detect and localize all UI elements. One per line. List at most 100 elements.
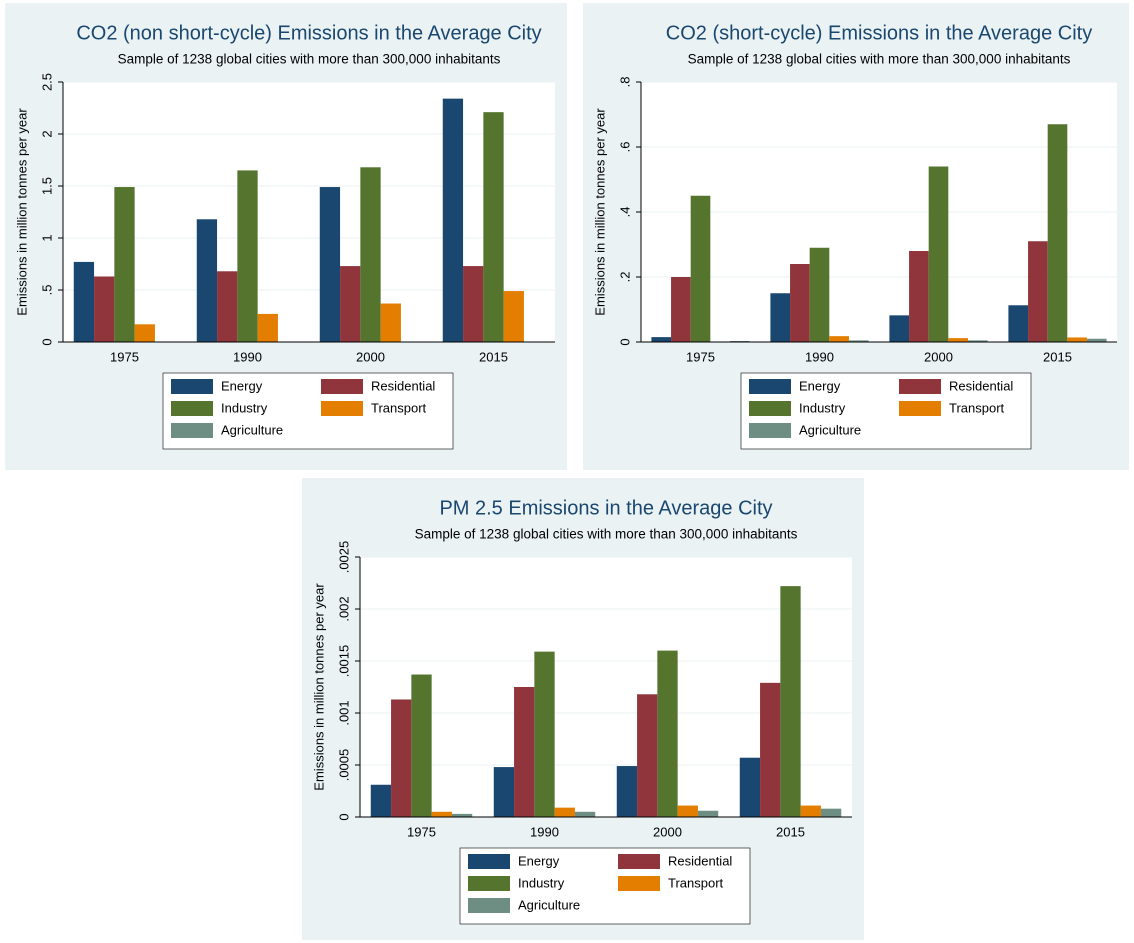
- bar: [760, 682, 781, 817]
- bar: [237, 170, 258, 342]
- y-axis-title: Emissions in million tonnes per year: [14, 108, 29, 316]
- bar: [770, 293, 791, 342]
- x-tick-label: 1990: [530, 824, 559, 839]
- chart-panel: PM 2.5 Emissions in the Average City Samp…: [302, 478, 864, 940]
- bar: [889, 315, 910, 342]
- bar: [463, 266, 484, 342]
- bar: [340, 266, 361, 342]
- chart-title: CO2 (short-cycle) Emissions in the Avera…: [666, 22, 1092, 44]
- legend-swatch: [899, 379, 941, 394]
- x-tick-label: 1975: [110, 349, 139, 364]
- bar: [554, 807, 575, 817]
- chart-title: PM 2.5 Emissions in the Average City: [439, 497, 772, 519]
- legend-swatch: [321, 401, 363, 416]
- bar: [73, 261, 95, 342]
- bar: [94, 276, 115, 342]
- bar: [493, 767, 515, 817]
- y-tick-label: .2: [617, 272, 632, 283]
- bar: [114, 187, 135, 342]
- y-tick-label: 2: [39, 130, 54, 137]
- legend-label: Agriculture: [518, 897, 580, 912]
- chart-panel: CO2 (short-cycle) Emissions in the Avera…: [583, 3, 1129, 470]
- y-tick-label: .5: [39, 285, 54, 296]
- bar: [677, 805, 698, 817]
- bar: [391, 699, 412, 817]
- x-tick-label: 2015: [776, 824, 805, 839]
- bar: [134, 324, 155, 342]
- chart-subtitle: Sample of 1238 global cities with more t…: [688, 52, 1071, 67]
- bar: [967, 340, 988, 342]
- bar: [574, 811, 596, 817]
- x-tick-label: 2000: [924, 349, 953, 364]
- bar: [651, 337, 672, 342]
- chart-panel: CO2 (non short-cycle) Emissions in the A…: [5, 3, 567, 470]
- y-tick-label: .8: [617, 77, 632, 88]
- y-tick-label: .0015: [336, 645, 351, 678]
- y-tick-label: 0: [336, 813, 351, 820]
- bar: [616, 766, 638, 817]
- legend-swatch: [171, 401, 213, 416]
- legend-label: Industry: [221, 400, 268, 415]
- bar: [217, 271, 238, 342]
- bar: [671, 277, 691, 342]
- chart-subtitle: Sample of 1238 global cities with more t…: [118, 52, 501, 67]
- y-axis-title: Emissions in million tonnes per year: [311, 583, 326, 791]
- legend-label: Transport: [949, 400, 1005, 415]
- legend-swatch: [321, 379, 363, 394]
- chart-title: CO2 (non short-cycle) Emissions in the A…: [76, 22, 541, 44]
- bar: [319, 187, 341, 342]
- x-tick-label: 1975: [407, 824, 436, 839]
- bar: [360, 167, 381, 342]
- bar: [442, 98, 464, 342]
- legend-label: Agriculture: [221, 422, 283, 437]
- bar: [697, 810, 719, 817]
- x-tick-label: 2015: [479, 349, 508, 364]
- bar: [1067, 337, 1087, 342]
- legend-swatch: [468, 876, 510, 891]
- y-tick-label: .6: [617, 142, 632, 153]
- bar: [909, 251, 929, 342]
- x-tick-label: 1990: [233, 349, 262, 364]
- bar: [534, 651, 555, 817]
- x-tick-label: 1975: [686, 349, 715, 364]
- legend-label: Residential: [668, 853, 732, 868]
- chart-subtitle: Sample of 1238 global cities with more t…: [415, 527, 798, 542]
- legend-swatch: [618, 876, 660, 891]
- legend-label: Agriculture: [799, 422, 861, 437]
- legend-label: Energy: [221, 378, 263, 393]
- y-tick-label: .4: [617, 207, 632, 218]
- legend-swatch: [749, 401, 791, 416]
- bar: [1028, 241, 1048, 342]
- bar: [829, 336, 849, 342]
- legend-swatch: [749, 379, 791, 394]
- bar: [1008, 305, 1029, 342]
- y-tick-label: 2.5: [39, 73, 54, 91]
- bar: [739, 757, 761, 817]
- bar: [657, 650, 678, 817]
- bar: [637, 694, 658, 817]
- y-tick-label: .002: [336, 596, 351, 621]
- bar: [451, 813, 473, 817]
- legend-swatch: [749, 423, 791, 438]
- bar: [690, 195, 711, 342]
- x-tick-label: 1990: [805, 349, 834, 364]
- legend-label: Industry: [518, 875, 565, 890]
- y-tick-label: 0: [39, 338, 54, 345]
- bar: [411, 674, 432, 817]
- legend-swatch: [468, 854, 510, 869]
- legend-label: Industry: [799, 400, 846, 415]
- bar: [820, 808, 842, 817]
- legend-label: Residential: [949, 378, 1013, 393]
- y-tick-label: 1: [39, 234, 54, 241]
- bar: [483, 112, 504, 342]
- x-tick-label: 2000: [356, 349, 385, 364]
- bar: [809, 247, 830, 342]
- bar: [780, 586, 801, 817]
- bar: [196, 219, 218, 342]
- y-tick-label: 0: [617, 338, 632, 345]
- bar: [800, 805, 821, 817]
- legend-label: Energy: [518, 853, 560, 868]
- bar: [370, 784, 392, 817]
- bar: [948, 338, 968, 342]
